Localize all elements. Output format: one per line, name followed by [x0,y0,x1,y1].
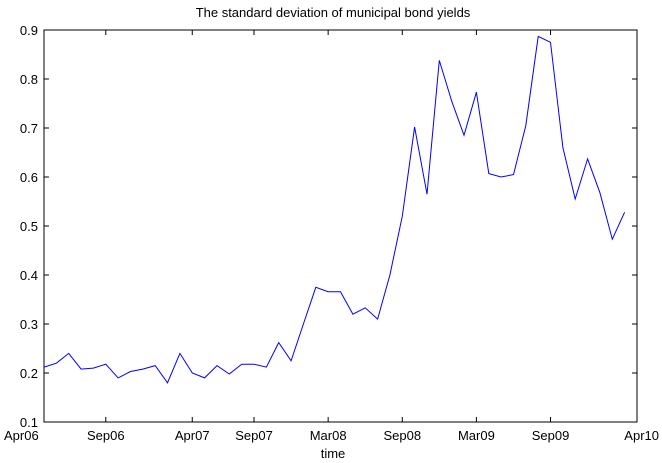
x-axis: Apr06 Sep06 Apr07 Sep07 Mar08 Sep08 Mar09 Sep09… [4,30,659,443]
y-tick-label: 0.8 [20,72,38,87]
y-tick-label: 0.6 [20,170,38,185]
x-tick-label: Sep06 [87,428,125,443]
x-axis-label: time [321,446,346,461]
chart-title: The standard deviation of municipal bond… [196,5,471,20]
x-tick-label: Sep09 [532,428,570,443]
y-tick-label: 0.1 [20,415,38,430]
x-tick-label: Sep08 [383,428,421,443]
y-tick-label: 0.9 [20,23,38,38]
x-tick-label: Sep07 [235,428,273,443]
x-tick-label: Apr06 [4,428,39,443]
y-tick-label: 0.3 [20,317,38,332]
x-tick-label: Apr10 [624,428,659,443]
y-tick-label: 0.5 [20,219,38,234]
y-tick-label: 0.4 [20,268,38,283]
series-line [43,35,626,384]
y-axis: 0.1 0.2 0.3 0.4 0.5 0.6 0.7 0.8 0.9 [20,23,637,430]
y-tick-label: 0.7 [20,121,38,136]
x-tick-label: Mar08 [310,428,347,443]
x-tick-label: Mar09 [458,428,495,443]
x-tick-label: Apr07 [175,428,210,443]
y-tick-label: 0.2 [20,366,38,381]
